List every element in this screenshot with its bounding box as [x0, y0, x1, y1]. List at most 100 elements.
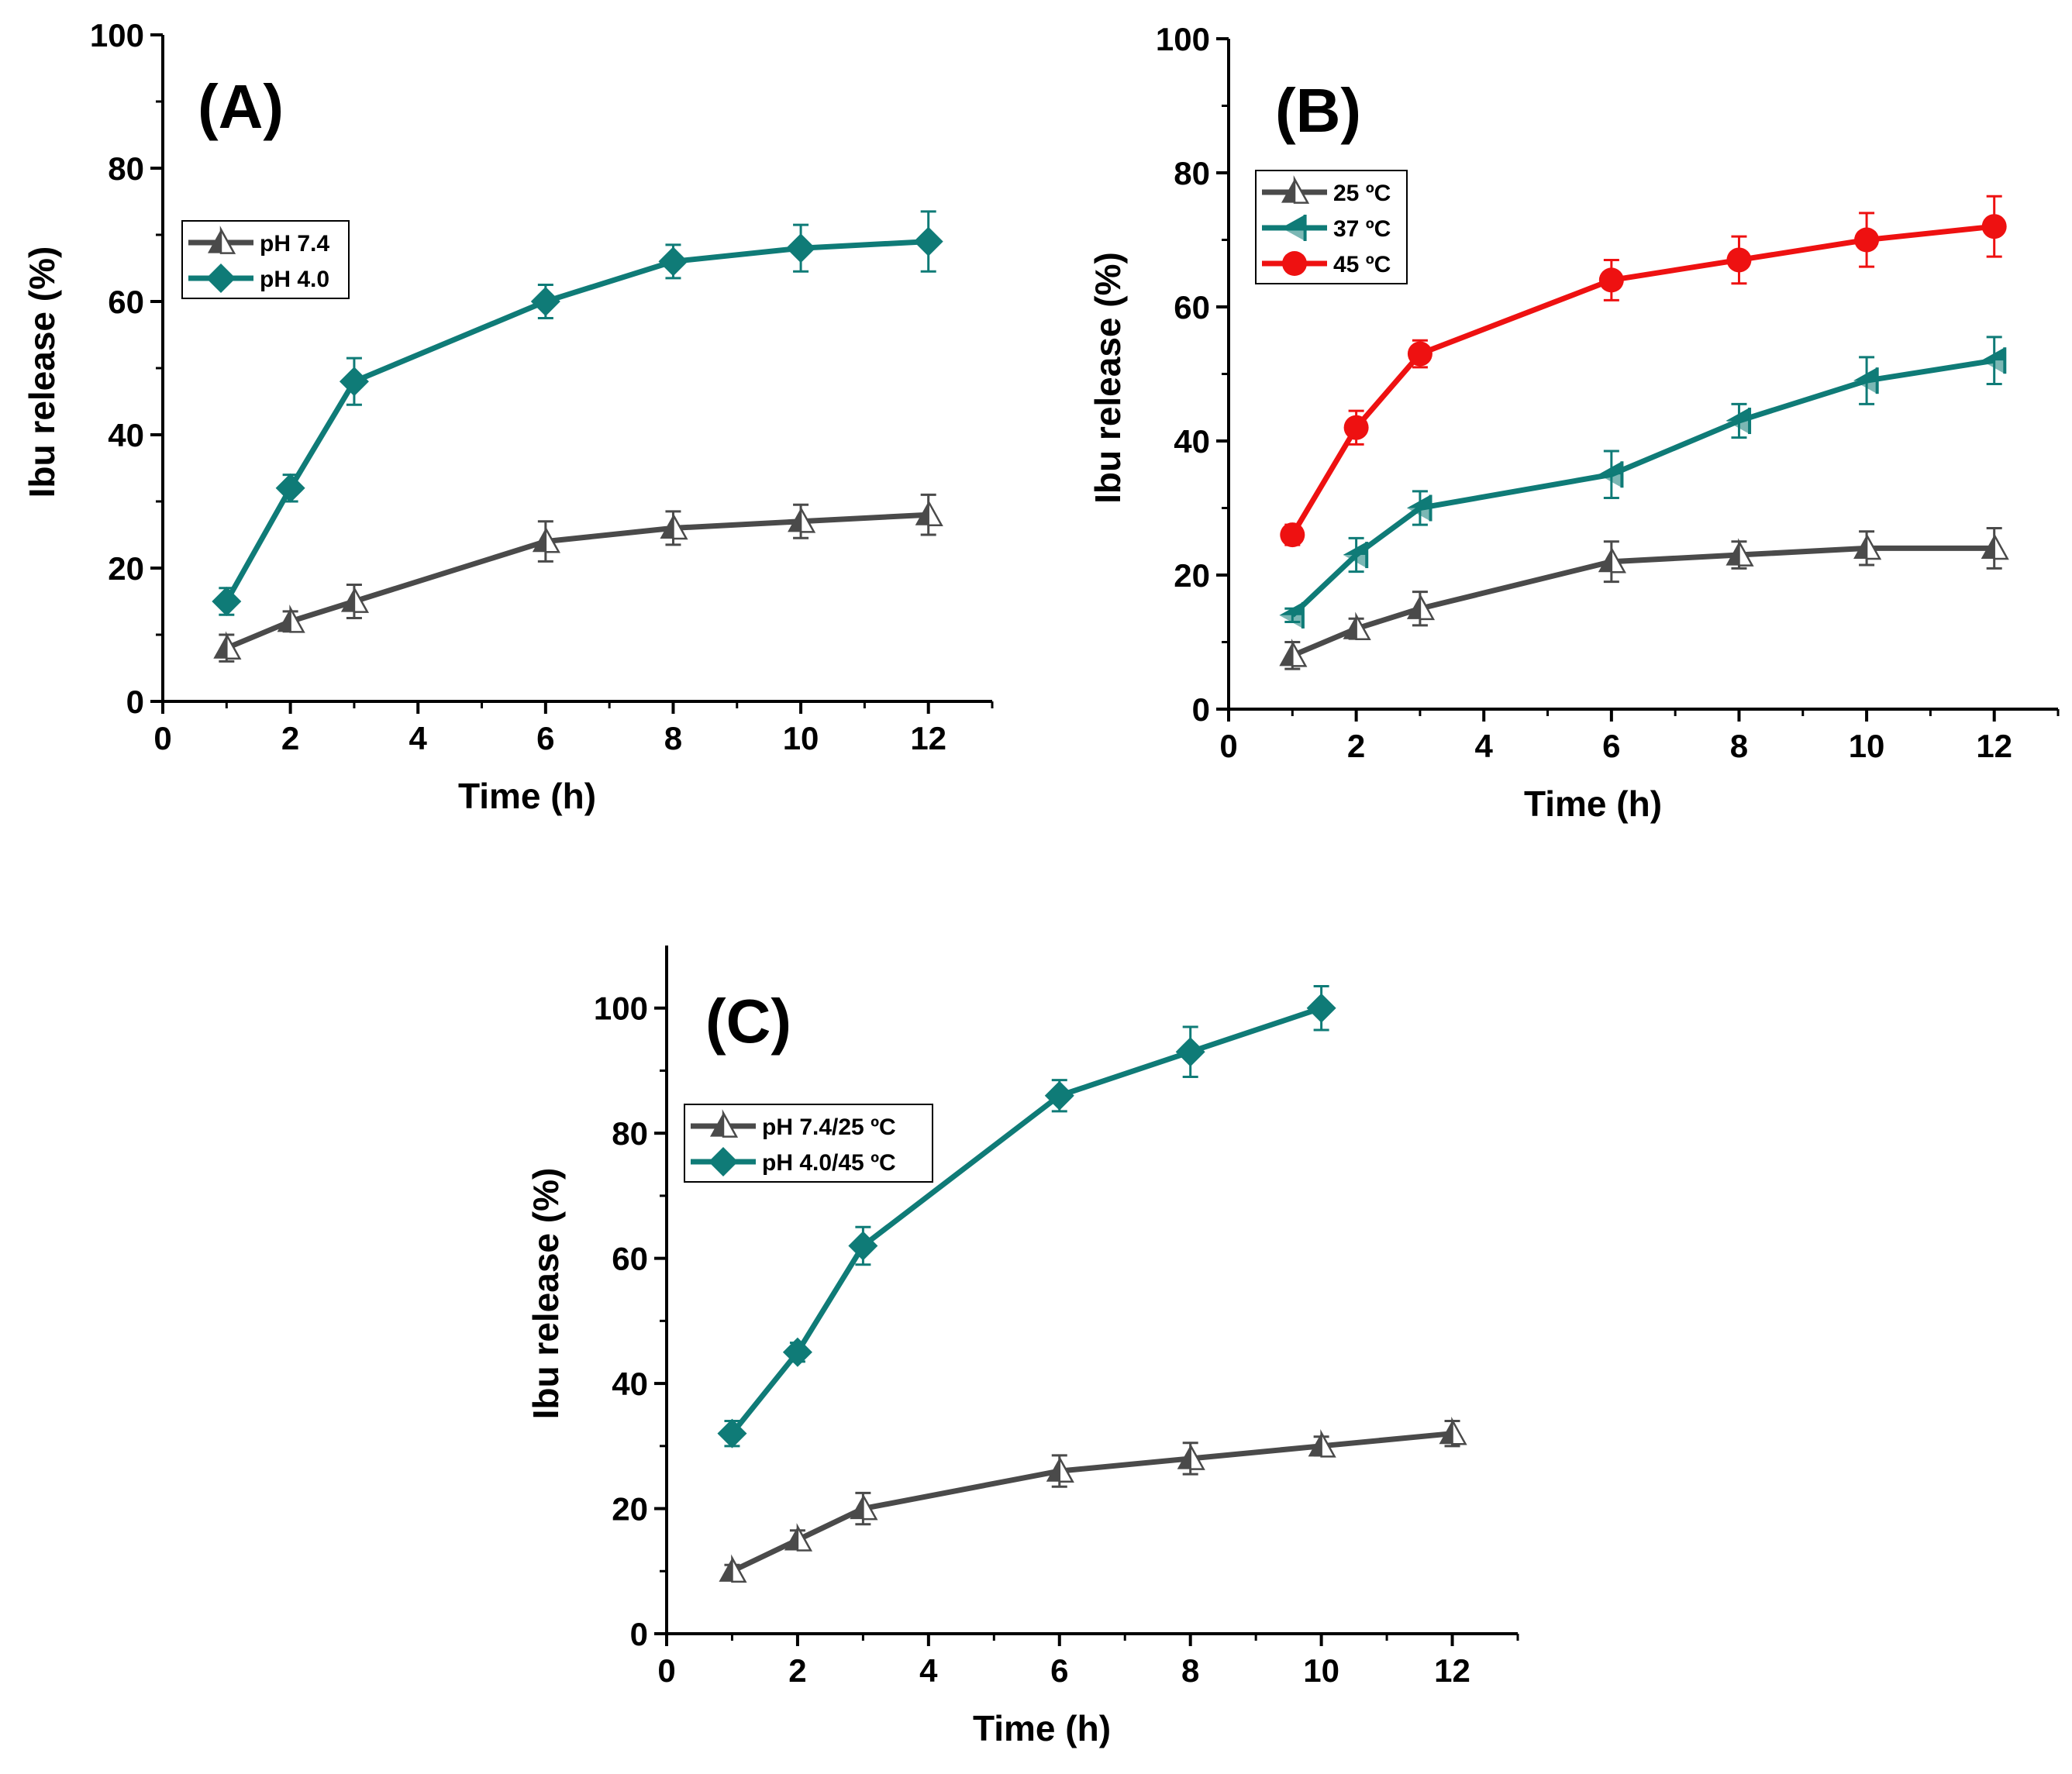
data-point	[1343, 542, 1369, 569]
marker-top-half	[1853, 367, 1877, 381]
data-point	[1280, 522, 1305, 548]
data-point	[1598, 461, 1624, 488]
chart-panel-a: 0 20 40 60 80 100 0 2 4 6 8 10 12 Time (h) Ibu release…	[22, 17, 994, 816]
marker-left-half	[850, 1495, 864, 1520]
legend-label: pH 4.0	[260, 267, 329, 292]
series-0	[1279, 526, 2009, 670]
marker-bottom-half	[1281, 228, 1305, 241]
series-1	[1279, 336, 2007, 629]
y-axis-title: Ibu release (%)	[1088, 252, 1128, 504]
series-2	[1280, 195, 2007, 548]
marker-bottom-half	[1981, 360, 2005, 374]
marker-right-half	[1291, 638, 1308, 667]
marker-right-half	[1738, 538, 1754, 567]
data-point	[782, 1337, 812, 1367]
data-point	[1439, 1416, 1467, 1445]
legend-marker	[208, 226, 236, 254]
data-point	[913, 226, 943, 257]
x-tick-label: 4	[1475, 728, 1494, 764]
marker-left-half	[340, 588, 354, 612]
x-tick-label: 6	[536, 720, 554, 756]
data-point	[532, 524, 560, 553]
legend-box	[181, 220, 350, 299]
data-point	[1406, 591, 1436, 621]
marker-top-half	[1598, 461, 1622, 475]
y-tick-label: 100	[90, 17, 144, 53]
legend: pH 7.4 pH 4.0	[181, 220, 350, 299]
series-0	[213, 493, 943, 663]
y-tick-label: 60	[108, 284, 144, 320]
marker-left-half	[1279, 642, 1293, 667]
marker-left-half	[1853, 535, 1867, 559]
data-point	[340, 584, 370, 613]
y-axis-title: Ibu release (%)	[526, 1168, 566, 1420]
panel-label: (C)	[705, 987, 791, 1056]
marker-right-half	[722, 1109, 739, 1138]
data-point	[848, 1231, 878, 1261]
marker-left-half	[1981, 535, 1994, 559]
marker-left-half	[915, 501, 929, 525]
x-axis-title: Time (h)	[973, 1708, 1111, 1748]
marker-right-half	[1355, 611, 1371, 641]
y-tick-label: 60	[1174, 289, 1210, 326]
marker-right-half	[226, 631, 242, 660]
marker-right-half	[799, 504, 816, 533]
legend-marker	[708, 1147, 738, 1176]
marker-top-half	[1981, 347, 2005, 361]
chart-panel-b: 0 20 40 60 80 100 0 2 4 6 8 10 12 Time (h) Ibu release…	[1088, 21, 2060, 824]
marker-right-half	[927, 498, 943, 527]
marker-right-half	[353, 584, 370, 613]
data-point	[1308, 1428, 1336, 1458]
panel-label: (A)	[198, 72, 284, 141]
marker-left-half	[532, 528, 546, 553]
x-axis-title: Time (h)	[1524, 784, 1662, 824]
panel-label: (B)	[1275, 76, 1361, 145]
marker-right-half	[1293, 175, 1310, 204]
marker-left-half	[1343, 615, 1357, 639]
data-point	[339, 367, 369, 397]
y-tick-label: 0	[1192, 691, 1210, 728]
data-point	[213, 631, 242, 660]
data-point	[1726, 538, 1754, 567]
marker-left-half	[208, 229, 221, 253]
marker-bottom-half	[1726, 421, 1750, 435]
marker-left-half	[1598, 548, 1612, 573]
legend-marker	[1281, 175, 1310, 204]
y-tick-label: 20	[612, 1491, 648, 1528]
x-tick-label: 8	[1730, 728, 1748, 764]
data-point	[850, 1491, 878, 1521]
series-line	[729, 1005, 1322, 1435]
data-point	[719, 1554, 747, 1583]
data-point	[788, 504, 816, 533]
legend: pH 7.4/25 ºC pH 4.0/45 ºC	[684, 1104, 933, 1183]
data-point	[1046, 1454, 1074, 1483]
x-tick-label: 0	[153, 720, 171, 756]
marker-left-half	[1281, 179, 1295, 203]
marker-left-half	[719, 1558, 733, 1582]
marker-left-half	[277, 608, 291, 632]
series-1	[212, 210, 943, 616]
marker-right-half	[289, 604, 305, 633]
y-axis-title: Ibu release (%)	[22, 246, 62, 498]
x-tick-label: 12	[1976, 728, 2012, 764]
marker-right-half	[731, 1554, 747, 1583]
legend-label: pH 4.0/45 ºC	[762, 1150, 896, 1176]
x-tick-label: 6	[1602, 728, 1620, 764]
marker-top-half	[1281, 215, 1305, 228]
y-tick-label: 40	[612, 1366, 648, 1402]
x-tick-label: 12	[1434, 1652, 1470, 1689]
marker-bottom-half	[1279, 615, 1303, 629]
data-point	[1981, 531, 2009, 560]
x-tick-label: 6	[1050, 1652, 1068, 1689]
y-tick-label: 40	[108, 417, 144, 453]
data-point	[784, 1523, 813, 1552]
marker-left-half	[710, 1113, 723, 1137]
y-tick-label: 80	[1174, 155, 1210, 191]
data-point	[1598, 267, 1624, 293]
x-tick-label: 2	[281, 720, 299, 756]
marker-top-half	[1279, 601, 1303, 615]
data-point	[1981, 214, 2007, 239]
x-tick-label: 10	[1849, 728, 1885, 764]
data-point	[212, 587, 242, 616]
data-point	[1175, 1037, 1205, 1067]
